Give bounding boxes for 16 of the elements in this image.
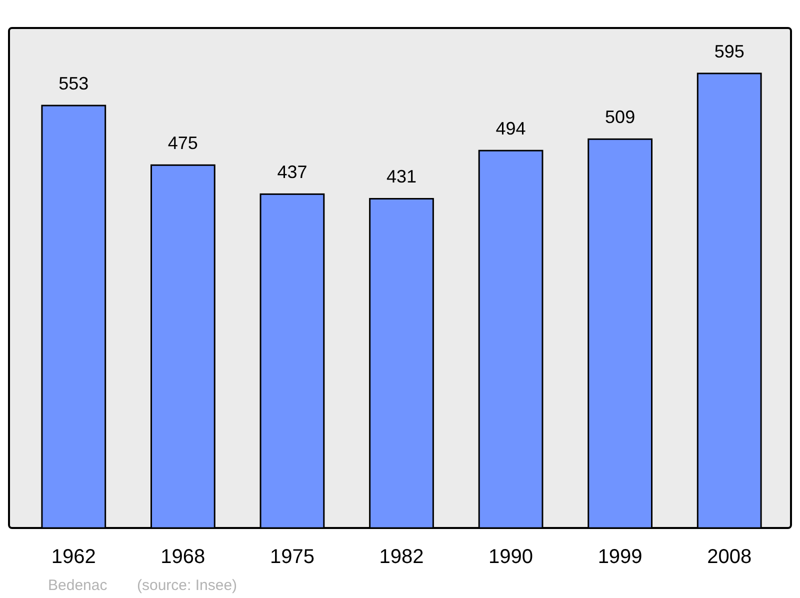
x-tick-label: 2008 <box>707 546 752 568</box>
data-label: 595 <box>714 41 744 62</box>
data-label: 431 <box>386 166 417 187</box>
x-tick-label: 1968 <box>160 546 206 568</box>
data-label: 553 <box>58 74 89 94</box>
x-tick-label: 1999 <box>598 546 642 568</box>
x-tick-label: 1990 <box>488 546 534 568</box>
x-tick-label: 1962 <box>51 546 96 568</box>
data-label: 475 <box>168 133 198 154</box>
data-label: 494 <box>496 118 526 139</box>
text: (source: Insee) <box>137 577 238 594</box>
x-tick-label: 1975 <box>270 546 314 568</box>
x-tick-label: 1982 <box>379 546 424 568</box>
text: Bedenac <box>48 577 108 594</box>
data-label: 509 <box>605 107 636 128</box>
data-label: 437 <box>277 162 308 182</box>
